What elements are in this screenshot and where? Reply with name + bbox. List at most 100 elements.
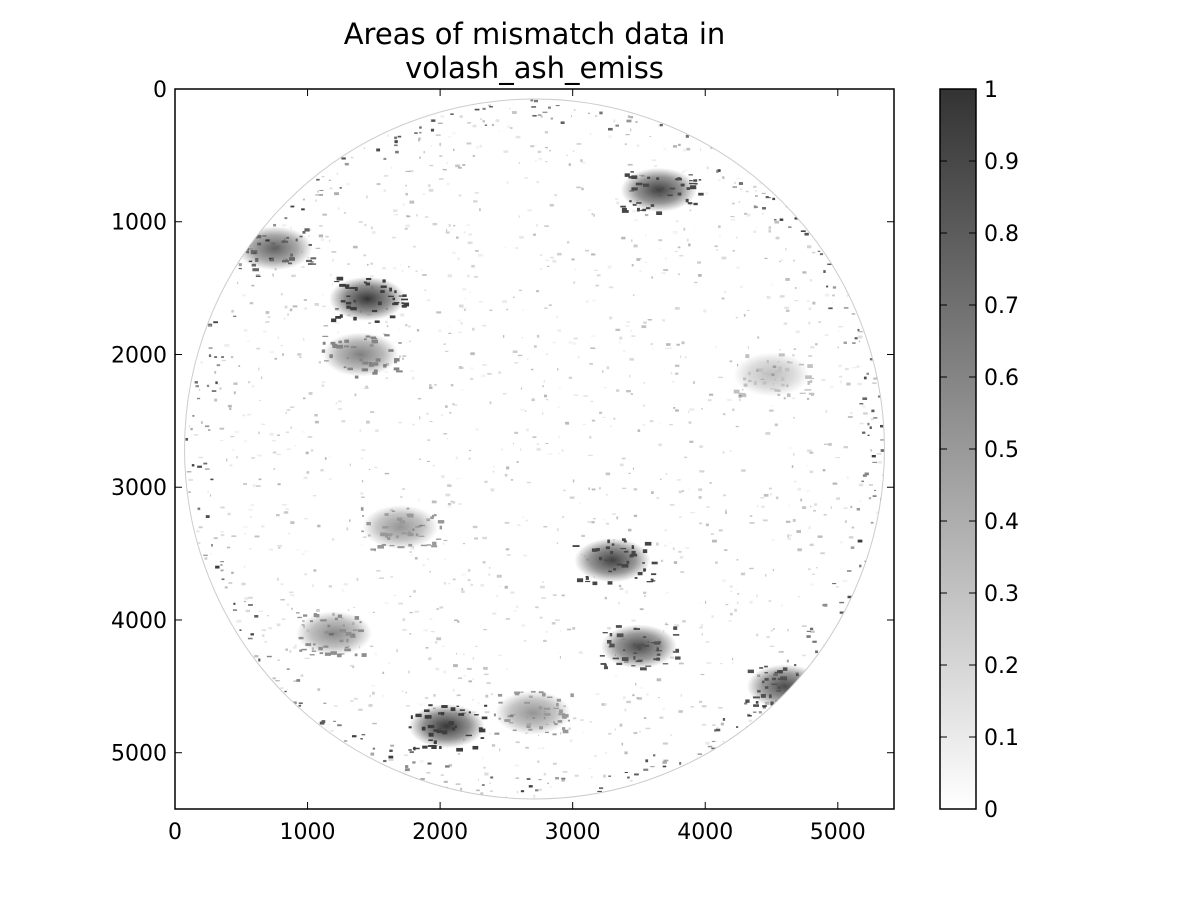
limb-speckle [854,337,858,340]
mismatch-speckle [321,384,325,387]
mismatch-speckle [839,541,844,544]
mismatch-speckle [261,629,267,632]
mismatch-speckle [546,399,549,401]
mismatch-speckle [543,772,547,776]
limb-speckle [630,116,634,119]
mismatch-speckle [537,734,540,737]
mismatch-speckle [683,227,686,231]
mismatch-speckle [188,478,194,482]
mismatch-speckle [562,771,568,773]
mismatch-speckle [859,422,864,425]
mismatch-speckle [399,355,401,358]
limb-speckle [863,376,867,380]
mismatch-speckle [701,705,707,708]
mismatch-speckle [561,449,564,452]
mismatch-speckle [533,144,538,146]
mismatch-speckle [272,677,276,680]
mismatch-speckle [479,144,482,148]
mismatch-speckle [289,308,293,312]
x-tick-label: 0 [168,820,182,845]
mismatch-speckle [475,250,479,252]
mismatch-speckle [209,494,212,497]
mismatch-speckle [442,168,447,171]
mismatch-region [321,332,403,379]
mismatch-speckle [435,641,438,644]
mismatch-speckle [722,176,725,179]
mismatch-speckle [456,236,459,239]
mismatch-speckle [722,451,725,454]
mismatch-speckle [369,694,371,698]
mismatch-speckle [307,234,310,238]
mismatch-speckle [574,774,579,777]
mismatch-speckle [734,589,738,591]
limb-speckle [397,135,402,138]
mismatch-speckle [595,284,600,287]
mismatch-speckle [343,211,347,214]
mismatch-speckle [736,177,741,180]
mismatch-speckle [245,609,251,613]
mismatch-speckle [732,661,734,665]
mismatch-speckle [665,622,668,624]
mismatch-speckle [370,645,374,647]
mismatch-speckle [674,306,680,310]
mismatch-speckle [496,574,502,578]
limb-speckle [678,143,681,146]
mismatch-speckle [480,792,484,795]
mismatch-speckle [639,270,642,272]
mismatch-speckle [443,343,446,346]
mismatch-speckle [311,584,314,588]
mismatch-speckle [467,568,471,572]
mismatch-speckle [403,754,409,756]
colorbar-tick-label: 0.5 [984,438,1019,463]
limb-speckle [484,124,488,126]
mismatch-speckle [390,166,392,169]
mismatch-speckle [242,414,246,417]
limb-speckle [203,462,208,465]
mismatch-speckle [729,450,732,452]
mismatch-speckle [552,594,557,596]
mismatch-speckle [277,336,280,339]
mismatch-speckle [428,188,434,192]
mismatch-speckle [526,358,529,361]
limb-speckle [232,609,238,611]
limb-speckle [659,123,663,127]
mismatch-speckle [335,402,337,405]
mismatch-speckle [557,452,560,454]
limb-speckle [773,219,777,221]
mismatch-speckle [361,449,366,451]
mismatch-speckle [763,493,769,497]
mismatch-speckle [670,656,675,659]
limb-speckle [233,602,236,605]
limb-speckle [195,385,200,388]
mismatch-speckle [304,657,310,659]
mismatch-speckle [765,431,771,435]
mismatch-speckle [328,179,332,182]
mismatch-speckle [572,281,576,284]
mismatch-speckle [400,263,402,266]
mismatch-speckle [602,370,604,373]
mismatch-speckle [579,502,581,505]
mismatch-speckle [468,680,473,683]
mismatch-speckle [490,488,495,491]
mismatch-speckle [443,780,448,783]
mismatch-speckle [709,482,712,484]
mismatch-speckle [682,171,685,173]
mismatch-speckle [484,480,488,483]
mismatch-region [408,704,488,752]
mismatch-speckle [662,320,665,323]
mismatch-speckle [697,261,701,264]
mismatch-speckle [524,177,528,180]
mismatch-speckle [686,147,691,151]
mismatch-speckle [231,535,237,537]
y-tick-label: 3000 [111,476,167,501]
mismatch-speckle [359,429,362,432]
mismatch-speckle [197,509,201,511]
limb-speckle [445,765,450,768]
mismatch-speckle [762,213,764,215]
limb-speckle [221,578,225,581]
mismatch-speckle [580,161,586,164]
mismatch-speckle [446,162,448,164]
mismatch-speckle [462,163,466,166]
limb-speckle [857,539,863,543]
mismatch-speckle [798,596,800,598]
